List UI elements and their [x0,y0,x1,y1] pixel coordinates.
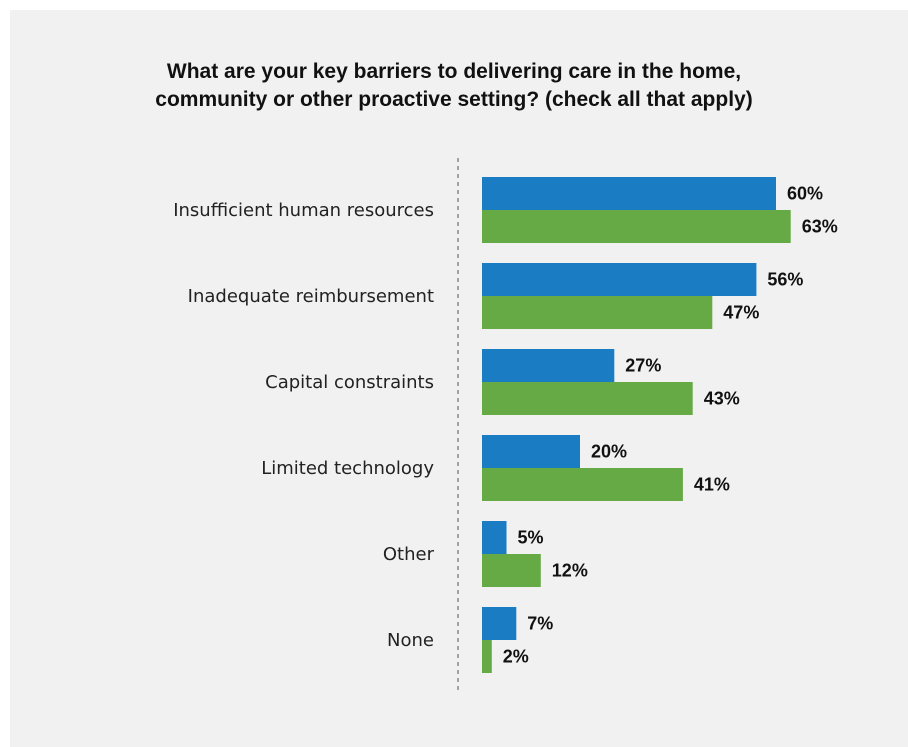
data-label: 56% [767,270,803,290]
data-label: 2% [503,647,529,667]
chart-title: What are your key barriers to delivering… [0,58,908,114]
bar-group: Insufficient human resources 60% 63% Inadeq… [173,177,838,673]
bar-series-1 [482,435,580,468]
bar-series-1 [482,349,615,382]
category-label: Limited technology [261,458,434,479]
data-label: 41% [694,475,730,495]
data-label: 47% [723,303,759,323]
bar-series-2 [482,296,713,329]
bar-series-2 [482,468,683,501]
bar-series-1 [482,607,517,640]
category-label: Capital constraints [265,372,434,393]
bar-series-1 [482,263,757,296]
data-label: 63% [802,217,838,237]
data-label: 60% [787,184,823,204]
data-label: 7% [527,614,553,634]
bar-series-2 [482,382,693,415]
category-label: Insufficient human resources [173,200,434,221]
category-label: Other [383,544,435,565]
data-label: 5% [518,528,544,548]
data-label: 12% [552,561,588,581]
category-label: Inadequate reimbursement [188,286,434,307]
bar-series-1 [482,177,776,210]
bar-series-2 [482,554,541,587]
chart-title-line-1: What are your key barriers to delivering… [166,60,742,83]
bar-series-2 [482,210,791,243]
data-label: 27% [625,356,661,376]
category-label: None [387,630,434,651]
chart-panel [10,10,908,747]
bar-series-2 [482,640,492,673]
chart-title-line-2: community or other proactive setting? (c… [155,88,753,111]
data-label: 20% [591,442,627,462]
data-label: 43% [704,389,740,409]
bar-series-1 [482,521,507,554]
